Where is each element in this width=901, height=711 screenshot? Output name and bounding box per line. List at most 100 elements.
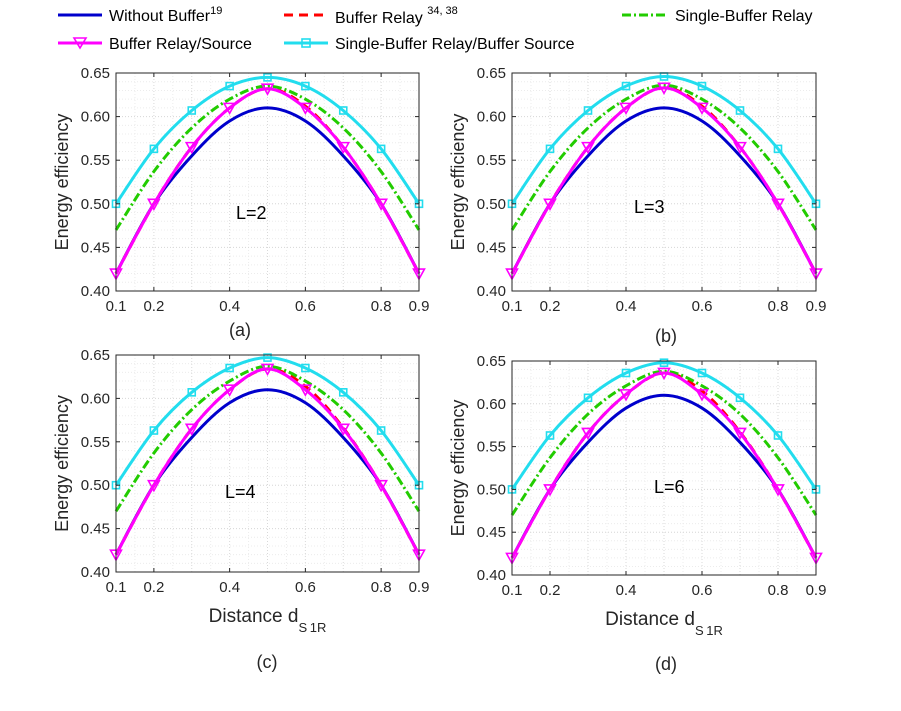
series-line-single-buffer-relay-buffer-source xyxy=(510,74,818,205)
panel-c: 0.1 0.2 0.4 0.6 0.8 0.9 0.40 0.45 0.50 0.55 0.60 0.… xyxy=(52,347,429,672)
x-tick-label: 0.6 xyxy=(692,582,713,599)
panel-d: 0.1 0.2 0.4 0.6 0.8 0.9 0.40 0.45 0.50 0.55 0.60 0.… xyxy=(448,353,826,674)
panels: 0.1 0.2 0.4 0.6 0.8 0.9 0.40 0.45 0.50 0.55 0.60 0.… xyxy=(52,65,826,674)
point-single-buffer-relay-buffer-source xyxy=(621,81,631,91)
x-tick-label: 0.4 xyxy=(616,298,637,315)
x-tick-label: 0.2 xyxy=(540,582,561,599)
legend-label: Buffer Relay/Source xyxy=(109,36,252,53)
panel-caption: (d) xyxy=(655,654,677,674)
point-single-buffer-relay-buffer-source xyxy=(149,426,159,435)
x-axis-label-main: Distance d xyxy=(605,609,695,630)
x-tick-label: 0.2 xyxy=(540,298,561,315)
point-buffer-relay-source xyxy=(657,82,671,95)
y-tick-label: 0.45 xyxy=(81,239,110,256)
x-tick-label: 0.4 xyxy=(219,298,240,315)
panel-annotation: L=6 xyxy=(654,477,685,497)
y-tick-label: 0.55 xyxy=(81,434,110,451)
y-tick-label: 0.40 xyxy=(81,564,110,581)
point-single-buffer-relay-buffer-source xyxy=(697,368,707,378)
point-single-buffer-relay-buffer-source xyxy=(376,426,386,435)
x-tick-label: 0.1 xyxy=(502,582,523,599)
point-single-buffer-relay-buffer-source xyxy=(338,388,348,397)
y-tick-label: 0.60 xyxy=(81,390,110,407)
legend: Without Buffer19 Buffer Relay 34, 38 Sin… xyxy=(58,5,813,53)
x-axis-label: Distance dS 1R xyxy=(605,609,723,638)
x-tick-label: 0.6 xyxy=(295,579,316,596)
panel-annotation: L=3 xyxy=(634,197,665,217)
series-group xyxy=(505,358,823,566)
point-buffer-relay-source xyxy=(543,484,557,497)
panel-a: 0.1 0.2 0.4 0.6 0.8 0.9 0.40 0.45 0.50 0.55 0.60 0.… xyxy=(52,65,429,340)
y-tick-label: 0.40 xyxy=(81,283,110,300)
point-single-buffer-relay-buffer-source xyxy=(225,81,234,91)
point-buffer-relay-source xyxy=(336,423,351,436)
x-tick-label: 0.8 xyxy=(371,298,392,315)
point-single-buffer-relay-buffer-source xyxy=(301,363,310,373)
axes-box xyxy=(115,72,420,292)
series-line-buffer-relay-source xyxy=(510,86,818,275)
point-single-buffer-relay-buffer-source xyxy=(735,393,745,403)
x-tick-label: 0.6 xyxy=(295,298,316,315)
legend-superscript: 19 xyxy=(210,5,222,17)
point-single-buffer-relay-buffer-source xyxy=(263,353,272,362)
point-buffer-relay-source xyxy=(184,141,199,155)
x-axis-label: Distance dS 1R xyxy=(209,606,327,635)
point-single-buffer-relay-buffer-source xyxy=(735,106,745,115)
point-buffer-relay-source xyxy=(298,384,313,397)
y-tick-label: 0.55 xyxy=(477,152,506,169)
axes-box xyxy=(115,354,420,573)
series-line-single-buffer-relay-buffer-source xyxy=(510,361,818,491)
x-tick-label: 0.2 xyxy=(143,579,164,596)
legend-label: Buffer Relay xyxy=(335,10,427,27)
point-single-buffer-relay-buffer-source xyxy=(621,368,631,378)
x-tick-label: 0.1 xyxy=(106,579,127,596)
legend-entry-single-buffer-relay-buffer-source: Single-Buffer Relay/Buffer Source xyxy=(284,36,575,53)
y-tick-label: 0.60 xyxy=(477,396,506,413)
legend-entry-buffer-relay-source: Buffer Relay/Source xyxy=(58,36,252,53)
series-line-single-buffer-relay xyxy=(114,84,421,231)
y-tick-label: 0.65 xyxy=(477,353,506,370)
x-tick-label: 0.9 xyxy=(409,579,430,596)
x-tick-label: 0.6 xyxy=(692,298,713,315)
point-buffer-relay-source xyxy=(147,198,161,211)
point-single-buffer-relay-buffer-source xyxy=(376,144,386,154)
point-buffer-relay-source xyxy=(184,423,199,436)
plot-area xyxy=(512,361,816,575)
x-tick-label: 0.9 xyxy=(409,298,430,315)
x-tick-label: 0.1 xyxy=(106,298,127,315)
x-tick-label: 0.4 xyxy=(616,582,637,599)
point-buffer-relay-source xyxy=(619,102,633,116)
point-buffer-relay-source xyxy=(374,479,388,493)
y-tick-label: 0.50 xyxy=(81,477,110,494)
grid xyxy=(115,354,420,573)
y-tick-label: 0.55 xyxy=(81,152,110,169)
point-buffer-relay-source xyxy=(695,389,709,402)
series-group xyxy=(109,353,426,562)
legend-marker-triangle xyxy=(72,37,88,50)
y-axis-label: Energy efficiency xyxy=(52,114,72,251)
point-buffer-relay-source xyxy=(222,102,237,116)
y-axis-label: Energy efficiency xyxy=(448,400,468,537)
panel-caption: (a) xyxy=(229,320,251,340)
y-tick-label: 0.55 xyxy=(477,439,506,456)
x-tick-label: 0.8 xyxy=(768,298,789,315)
point-buffer-relay-source xyxy=(260,363,275,377)
x-tick-label: 0.9 xyxy=(806,582,827,599)
point-single-buffer-relay-buffer-source xyxy=(225,363,234,373)
y-tick-label: 0.50 xyxy=(477,196,506,213)
point-buffer-relay-source xyxy=(374,198,388,211)
point-single-buffer-relay-buffer-source xyxy=(187,106,197,115)
series-line-single-buffer-relay-buffer-source xyxy=(114,75,421,205)
y-axis-label: Energy efficiency xyxy=(52,395,72,532)
y-tick-label: 0.60 xyxy=(81,109,110,126)
legend-entry-buffer-relay: Buffer Relay 34, 38 xyxy=(284,5,458,27)
series-line-single-buffer-relay xyxy=(510,83,818,231)
point-buffer-relay-source xyxy=(771,198,785,211)
point-single-buffer-relay-buffer-source xyxy=(583,393,593,403)
point-buffer-relay-source xyxy=(733,427,747,441)
axes-box xyxy=(511,360,817,576)
panel-caption: (c) xyxy=(257,652,278,672)
point-single-buffer-relay-buffer-source xyxy=(545,431,555,440)
svg-text:Without Buffer19: Without Buffer19 xyxy=(109,5,222,25)
